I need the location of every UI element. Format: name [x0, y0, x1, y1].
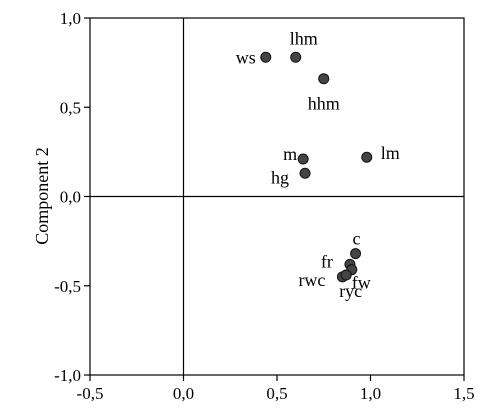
x-tick-label: 0,5 [266, 384, 287, 403]
point-label-lhm: lhm [290, 28, 318, 48]
x-tick-label: 1,0 [360, 384, 381, 403]
data-point-hhm [318, 73, 330, 85]
data-point-lm [361, 151, 373, 163]
point-label-hhm: hhm [308, 94, 340, 114]
x-tick-label: 1,5 [453, 384, 474, 403]
reference-lines [90, 18, 464, 375]
y-tick-label: 0,0 [60, 188, 81, 207]
y-tick-label: 1,0 [60, 9, 81, 28]
x-axis: -0,5 0,0 0,5 1,0 1,5 [77, 375, 475, 403]
point-label-ws: ws [236, 47, 256, 67]
data-point-ryc [340, 269, 352, 281]
data-point-c [350, 248, 362, 260]
point-label-hg: hg [271, 167, 289, 187]
data-point-ws [260, 51, 272, 63]
y-axis: -1,0 -0,5 0,0 0,5 1,0 [54, 9, 90, 385]
point-label-m: m [283, 144, 297, 164]
data-point-hg [299, 167, 311, 179]
data-points [260, 51, 373, 283]
point-label-fr: fr [321, 251, 333, 271]
y-tick-label: -1,0 [54, 366, 81, 385]
point-label-c: c [353, 229, 361, 249]
point-label-fw: fw [352, 273, 371, 293]
y-tick-label: -0,5 [54, 277, 81, 296]
x-tick-label: 0,0 [173, 384, 194, 403]
y-axis-title: Component 2 [32, 147, 52, 245]
data-point-m [297, 153, 309, 165]
point-label-ryc: ryc [339, 281, 362, 301]
data-point-lhm [290, 51, 302, 63]
point-label-lm: lm [381, 143, 400, 163]
point-label-rwc: rwc [298, 270, 325, 290]
y-tick-label: 0,5 [60, 98, 81, 117]
x-tick-label: -0,5 [77, 384, 104, 403]
